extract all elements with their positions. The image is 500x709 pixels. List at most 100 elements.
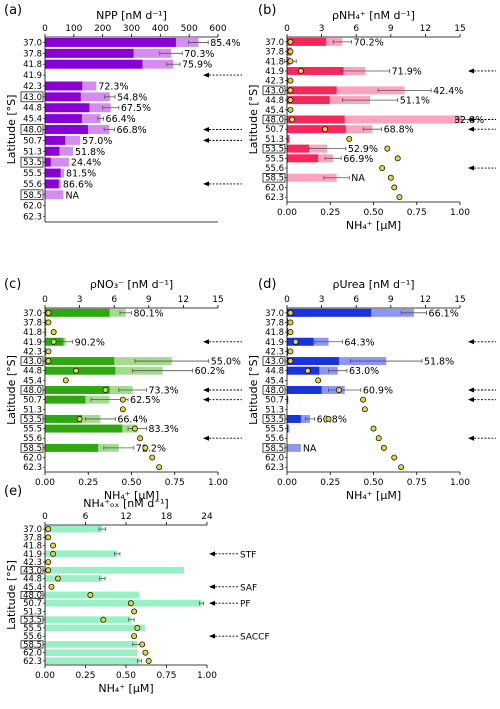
top-tick-label: 9 bbox=[388, 24, 394, 34]
percent-label: 66.4% bbox=[117, 414, 147, 425]
latitude-label: 62.3 bbox=[23, 657, 42, 667]
bar-fraction bbox=[45, 37, 176, 47]
latitude-box bbox=[262, 85, 286, 96]
top-tick-label: 12 bbox=[120, 512, 131, 522]
latitude-label: 48.0 bbox=[23, 386, 42, 396]
nh4-marker bbox=[360, 396, 367, 403]
latitude-label: 45.4 bbox=[265, 376, 284, 386]
bar-fraction bbox=[287, 134, 290, 143]
bottom-tick-label: 0.50 bbox=[363, 478, 383, 488]
bar-total bbox=[287, 86, 405, 95]
bar-fraction bbox=[45, 308, 110, 317]
top-tick-label: 12 bbox=[178, 295, 189, 305]
bar-total bbox=[45, 657, 140, 665]
front-arrowhead bbox=[209, 584, 215, 590]
percent-label: 42.4% bbox=[433, 86, 463, 97]
nh4-marker bbox=[73, 367, 80, 374]
top-tick-label: 15 bbox=[454, 295, 465, 305]
latitude-box bbox=[262, 356, 286, 366]
panel-label: (e) bbox=[4, 484, 22, 499]
bar-fraction bbox=[45, 179, 59, 189]
latitude-label: 44.8 bbox=[23, 575, 42, 585]
nh4-marker bbox=[361, 406, 368, 413]
percent-label: 70.2% bbox=[354, 37, 384, 48]
top-tick-label: 18 bbox=[161, 512, 173, 522]
latitude-label: 45.4 bbox=[265, 106, 284, 116]
latitude-label: 42.3 bbox=[265, 347, 284, 357]
nh4-marker bbox=[287, 38, 294, 45]
top-tick-label: 3 bbox=[319, 24, 325, 34]
latitude-label: 58.5 bbox=[265, 444, 284, 454]
top-tick-label: 0 bbox=[284, 24, 290, 34]
latitude-box bbox=[20, 156, 44, 168]
bar-total bbox=[45, 599, 202, 607]
bottom-tick-label: 0.25 bbox=[320, 208, 340, 218]
percent-label: NA bbox=[65, 190, 79, 201]
bar-fraction bbox=[287, 154, 319, 163]
percent-label: 83.3% bbox=[148, 424, 178, 435]
latitude-label: 45.4 bbox=[23, 115, 42, 125]
bar-fraction bbox=[45, 443, 99, 452]
nh4-marker bbox=[287, 348, 294, 355]
percent-label: 66.1% bbox=[429, 308, 459, 319]
latitude-box bbox=[20, 189, 44, 201]
latitude-box bbox=[20, 640, 44, 649]
front-arrowhead bbox=[468, 126, 474, 132]
latitude-label: 48.0 bbox=[23, 126, 42, 136]
percent-label: 60.9% bbox=[363, 386, 393, 397]
percent-label: 67.5% bbox=[121, 103, 151, 114]
latitude-label: 55.6 bbox=[23, 632, 42, 642]
nh4-marker bbox=[45, 526, 52, 533]
latitude-label: 62.0 bbox=[265, 454, 284, 464]
bar-fraction bbox=[45, 386, 110, 394]
nh4-marker bbox=[119, 406, 126, 413]
front-arrowhead bbox=[203, 435, 209, 441]
bar-fraction bbox=[287, 337, 314, 346]
percent-label: NA bbox=[303, 443, 317, 454]
bar-fraction bbox=[287, 308, 372, 317]
latitude-label: 62.0 bbox=[265, 183, 284, 193]
bottom-tick-label: 0.50 bbox=[116, 671, 136, 681]
panel-label: (b) bbox=[258, 3, 276, 18]
bottom-tick-label: 1.00 bbox=[208, 478, 228, 488]
nh4-marker bbox=[142, 444, 149, 451]
top-tick-label: 100 bbox=[65, 24, 82, 34]
panel-a: (a) NPP [nM d⁻¹]0 100 200 300 400 500 60085.4%7… bbox=[4, 3, 242, 223]
nh4-marker bbox=[100, 616, 107, 623]
front-arrowhead bbox=[203, 181, 209, 187]
front-arrowhead bbox=[468, 435, 474, 441]
nh4-marker bbox=[50, 329, 57, 336]
bar-total bbox=[45, 157, 69, 167]
bar-fraction bbox=[45, 328, 47, 337]
front-arrowhead bbox=[203, 339, 209, 345]
bottom-tick-label: 0.00 bbox=[35, 478, 55, 488]
latitude-label: 58.5 bbox=[23, 444, 42, 454]
bar-fraction bbox=[287, 395, 289, 404]
bottom-axis-label: NH₄⁺ [µM] bbox=[98, 682, 153, 695]
latitude-label: 48.0 bbox=[265, 386, 284, 396]
bottom-tick-label: 0.00 bbox=[35, 671, 55, 681]
latitude-label: 41.9 bbox=[23, 71, 42, 81]
bar-fraction bbox=[287, 96, 330, 105]
bar-total bbox=[287, 173, 337, 182]
latitude-label: 62.3 bbox=[265, 463, 284, 473]
latitude-label: 37.0 bbox=[23, 525, 42, 535]
bar-fraction bbox=[45, 125, 88, 134]
front-arrowhead bbox=[468, 165, 474, 171]
percent-label: 52.9% bbox=[348, 144, 378, 155]
latitude-label: 43.0 bbox=[23, 93, 42, 103]
nh4-marker bbox=[127, 600, 134, 607]
percent-label: 51.1% bbox=[400, 96, 430, 107]
nh4-marker bbox=[379, 165, 386, 171]
latitude-label: 51.3 bbox=[23, 147, 42, 157]
latitude-label: 37.8 bbox=[23, 49, 42, 59]
bar-total bbox=[45, 641, 138, 648]
nh4-marker bbox=[322, 126, 329, 133]
nh4-marker bbox=[149, 454, 156, 461]
bar-fraction bbox=[45, 395, 86, 404]
nh4-marker bbox=[139, 641, 146, 648]
front-arrowhead bbox=[209, 551, 215, 557]
percent-label: 81.5% bbox=[66, 169, 96, 180]
latitude-label: 37.8 bbox=[265, 318, 284, 328]
latitude-label: 45.4 bbox=[23, 376, 42, 386]
